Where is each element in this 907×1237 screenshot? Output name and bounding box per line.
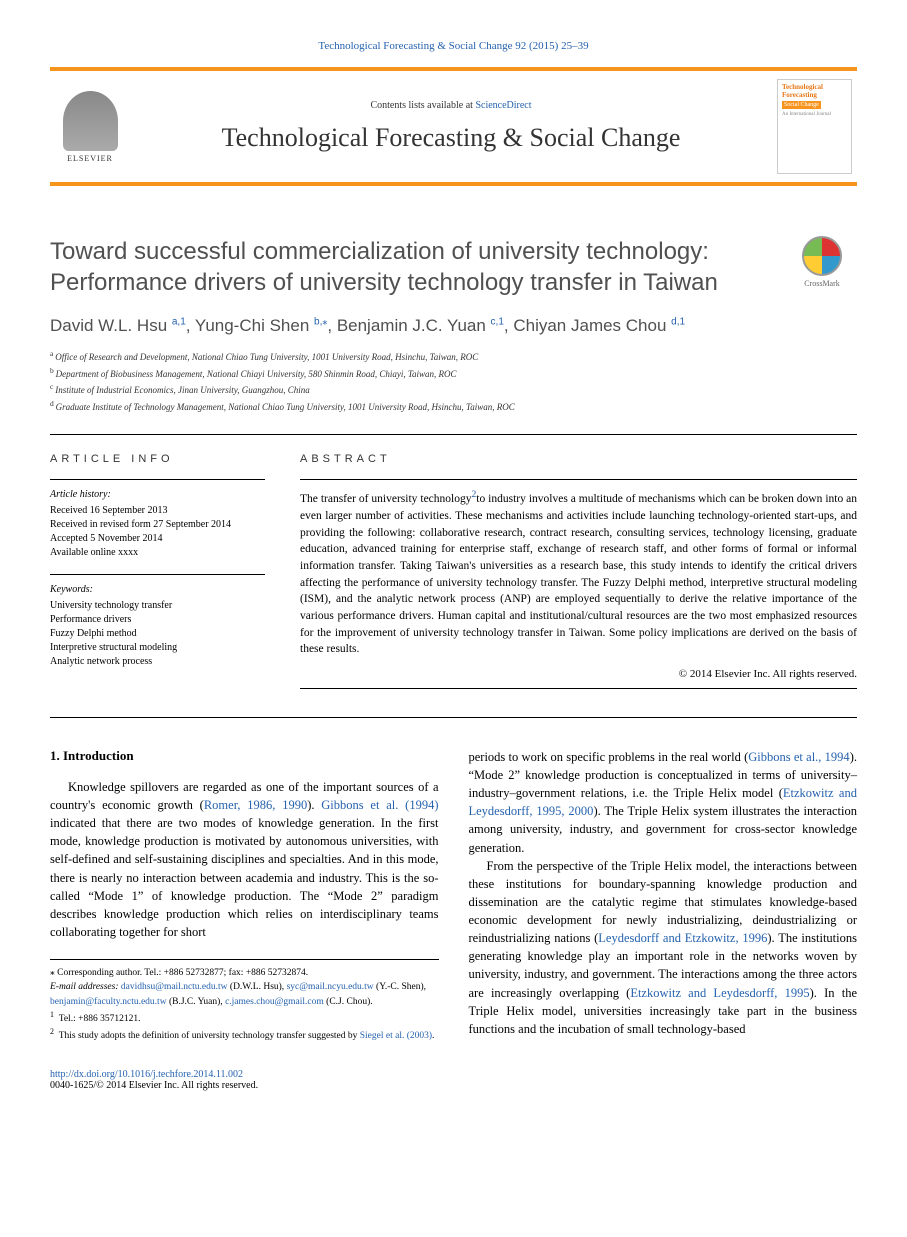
ref-leydesdorff[interactable]: Leydesdorff and Etzkowitz, 1996 bbox=[598, 931, 767, 945]
history-line: Available online xxxx bbox=[50, 546, 265, 560]
section-1-heading: 1. Introduction bbox=[50, 748, 439, 764]
article-info-column: ARTICLE INFO Article history: Received 1… bbox=[50, 453, 265, 697]
sciencedirect-link[interactable]: ScienceDirect bbox=[475, 100, 531, 111]
email-addresses: E-mail addresses: davidhsu@mail.nctu.edu… bbox=[50, 980, 439, 1009]
journal-name: Technological Forecasting & Social Chang… bbox=[125, 123, 777, 153]
abstract-copyright: © 2014 Elsevier Inc. All rights reserved… bbox=[300, 668, 857, 680]
intro-text-1b: ). bbox=[307, 798, 321, 812]
email-link[interactable]: davidhsu@mail.nctu.edu.tw bbox=[121, 982, 228, 992]
author: Yung-Chi Shen b,⁎ bbox=[195, 316, 327, 335]
elsevier-text: ELSEVIER bbox=[67, 154, 113, 163]
cover-sub: Social Change bbox=[782, 101, 821, 109]
keyword: University technology transfer bbox=[50, 599, 265, 613]
abstract-pre: The transfer of university technology bbox=[300, 493, 471, 505]
body-col-right: periods to work on specific problems in … bbox=[469, 748, 858, 1044]
history-label: Article history: bbox=[50, 488, 265, 502]
fn2-pre: This study adopts the definition of univ… bbox=[59, 1031, 360, 1041]
keywords-block: Keywords: University technology transfer… bbox=[50, 583, 265, 669]
abstract-text: The transfer of university technology2to… bbox=[300, 488, 857, 658]
cover-tag: An International Journal bbox=[782, 112, 847, 117]
email-link[interactable]: benjamin@faculty.nctu.edu.tw bbox=[50, 997, 167, 1007]
article-info-heading: ARTICLE INFO bbox=[50, 453, 265, 465]
crossmark-label: CrossMark bbox=[787, 279, 857, 288]
history-line: Accepted 5 November 2014 bbox=[50, 532, 265, 546]
fn1-text: Tel.: +886 35712121. bbox=[59, 1014, 141, 1024]
contents-prefix: Contents lists available at bbox=[370, 100, 475, 111]
ref-etzkowitz-2[interactable]: Etzkowitz and Leydesdorff, 1995 bbox=[630, 986, 809, 1000]
history-line: Received 16 September 2013 bbox=[50, 504, 265, 518]
keyword: Fuzzy Delphi method bbox=[50, 627, 265, 641]
journal-cover-thumb: Technological Forecasting Social Change … bbox=[777, 79, 852, 174]
keyword: Interpretive structural modeling bbox=[50, 641, 265, 655]
ref-gibbons-2[interactable]: Gibbons et al., 1994 bbox=[748, 750, 849, 764]
keywords-label: Keywords: bbox=[50, 583, 265, 597]
intro-para-1: Knowledge spillovers are regarded as one… bbox=[50, 778, 439, 941]
intro-text-1c: indicated that there are two modes of kn… bbox=[50, 816, 439, 939]
footnotes-block: ⁎ Corresponding author. Tel.: +886 52732… bbox=[50, 959, 439, 1044]
author: Benjamin J.C. Yuan c,1 bbox=[337, 316, 504, 335]
email-label: E-mail addresses: bbox=[50, 982, 119, 992]
issn-copyright: 0040-1625/© 2014 Elsevier Inc. All right… bbox=[50, 1080, 258, 1091]
ref-gibbons[interactable]: Gibbons et al. (1994) bbox=[321, 798, 438, 812]
ref-siegel[interactable]: Siegel et al. (2003) bbox=[360, 1031, 432, 1041]
affiliation: d Graduate Institute of Technology Manag… bbox=[50, 398, 857, 415]
journal-banner: ELSEVIER Contents lists available at Sci… bbox=[50, 67, 857, 186]
affiliation: c Institute of Industrial Economics, Jin… bbox=[50, 381, 857, 398]
page-footer: http://dx.doi.org/10.1016/j.techfore.201… bbox=[50, 1069, 857, 1091]
email-link[interactable]: syc@mail.ncyu.edu.tw bbox=[287, 982, 374, 992]
affiliation: a Office of Research and Development, Na… bbox=[50, 348, 857, 365]
article-title: Toward successful commercialization of u… bbox=[50, 236, 767, 298]
article-history: Article history: Received 16 September 2… bbox=[50, 488, 265, 560]
footnote-1: 1 Tel.: +886 35712121. bbox=[50, 1009, 439, 1026]
header-citation: Technological Forecasting & Social Chang… bbox=[50, 40, 857, 52]
body-columns: 1. Introduction Knowledge spillovers are… bbox=[50, 748, 857, 1044]
cover-title: Technological Forecasting bbox=[782, 84, 847, 99]
author: David W.L. Hsu a,1 bbox=[50, 316, 186, 335]
abstract-post: to industry involves a multitude of mech… bbox=[300, 493, 857, 655]
affiliation: b Department of Biobusiness Management, … bbox=[50, 365, 857, 382]
crossmark-icon bbox=[802, 236, 842, 276]
footnote-2: 2 This study adopts the definition of un… bbox=[50, 1026, 439, 1043]
affiliations: a Office of Research and Development, Na… bbox=[50, 348, 857, 414]
elsevier-logo: ELSEVIER bbox=[55, 87, 125, 167]
authors-line: David W.L. Hsu a,1, Yung-Chi Shen b,⁎, B… bbox=[50, 316, 857, 336]
keyword: Performance drivers bbox=[50, 613, 265, 627]
email-link[interactable]: c.james.chou@gmail.com bbox=[225, 997, 324, 1007]
abstract-heading: ABSTRACT bbox=[300, 453, 857, 465]
intro-continuation: periods to work on specific problems in … bbox=[469, 748, 858, 1038]
keyword: Analytic network process bbox=[50, 655, 265, 669]
contents-line: Contents lists available at ScienceDirec… bbox=[125, 100, 777, 111]
ref-romer[interactable]: Romer, 1986, 1990 bbox=[204, 798, 307, 812]
doi-link[interactable]: http://dx.doi.org/10.1016/j.techfore.201… bbox=[50, 1069, 243, 1080]
author: Chiyan James Chou d,1 bbox=[513, 316, 685, 335]
corresponding-author: ⁎ Corresponding author. Tel.: +886 52732… bbox=[50, 966, 439, 980]
abstract-column: ABSTRACT The transfer of university tech… bbox=[300, 453, 857, 697]
crossmark-badge[interactable]: CrossMark bbox=[787, 236, 857, 288]
fn2-post: . bbox=[432, 1031, 434, 1041]
body-col-left: 1. Introduction Knowledge spillovers are… bbox=[50, 748, 439, 1044]
col2-text-1: periods to work on specific problems in … bbox=[469, 750, 749, 764]
history-line: Received in revised form 27 September 20… bbox=[50, 518, 265, 532]
